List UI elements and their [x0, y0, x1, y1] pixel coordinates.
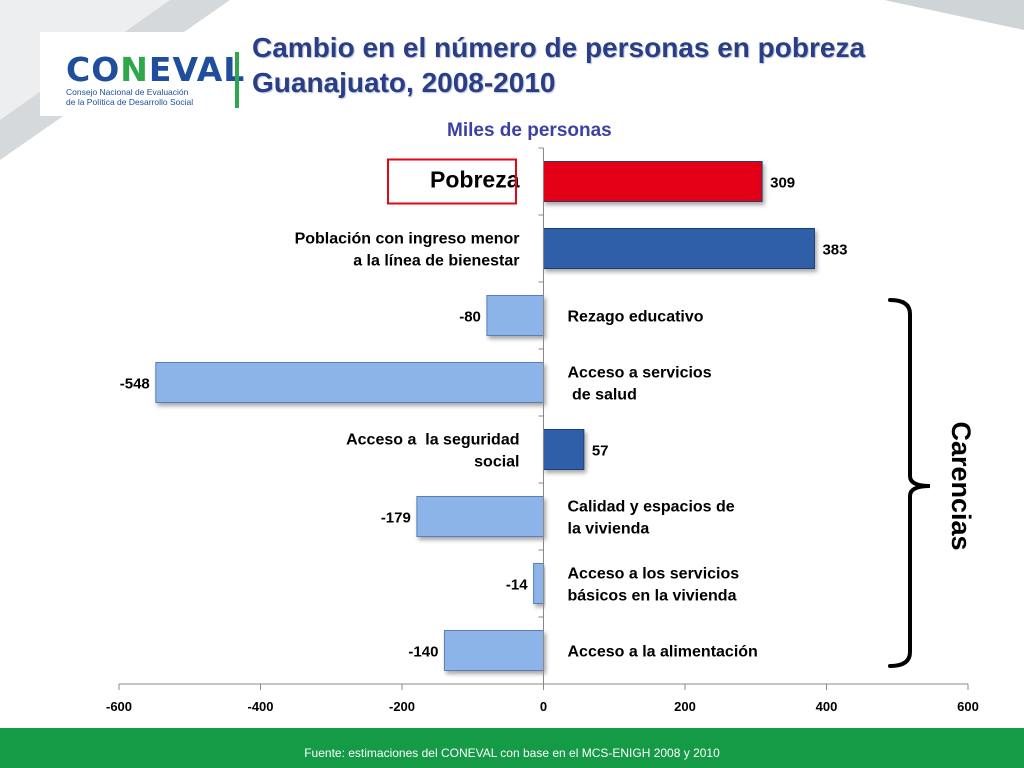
- category-label-6-line-0: Acceso a los servicios: [568, 566, 740, 583]
- logo-subtitle: Consejo Nacional de Evaluación de la Pol…: [66, 87, 236, 107]
- x-tick-label-2: -200: [389, 699, 415, 714]
- corner-decoration-right: [884, 0, 1024, 30]
- logo-wordmark: CONEVAL: [66, 50, 246, 89]
- footer-source: Fuente: estimaciones del CONEVAL con bas…: [304, 746, 720, 760]
- x-tick-label-1: -400: [247, 699, 273, 714]
- category-label-1-line-1: a la línea de bienestar: [353, 253, 519, 270]
- category-label-6-line-1: básicos en la vivienda: [568, 588, 737, 605]
- bar-chart: -600 -400 -200 0 200 400 600 309 Pobreza 383 Pobl…: [106, 147, 979, 714]
- x-tick-label-4: 200: [674, 699, 696, 714]
- category-label-5-line-0: Calidad y espacios de: [568, 499, 735, 516]
- chart-subtitle: Miles de personas: [447, 120, 612, 141]
- bar-5: [416, 496, 545, 537]
- category-label-6: Acceso a los servicios básicos en la vivi…: [568, 566, 740, 605]
- value-label-3: -548: [120, 376, 150, 393]
- value-label-1: 383: [822, 242, 847, 259]
- category-label-0: Pobreza: [430, 167, 520, 193]
- value-label-6: -14: [506, 577, 528, 594]
- value-label-5: -179: [381, 510, 411, 527]
- category-label-2-line-0: Rezago educativo: [568, 309, 704, 326]
- value-label-4: 57: [592, 443, 609, 460]
- carencias-bracket: [888, 298, 931, 668]
- category-label-4: Acceso a la seguridad social: [346, 432, 519, 471]
- category-label-4-line-0: Acceso a la seguridad: [346, 432, 519, 449]
- category-label-5: Calidad y espacios de la vivienda: [568, 499, 735, 538]
- category-label-3: Acceso a servicios de salud: [568, 365, 712, 404]
- slide-title-line-1: Cambio en el número de personas en pobre…: [252, 32, 866, 63]
- x-tick-label-3: 0: [540, 699, 547, 714]
- slide-title-line-2: Guanajuato, 2008-2010: [252, 67, 556, 98]
- x-tick-label-6: 600: [957, 699, 979, 714]
- logo-subtitle-line-2: de la Política de Desarrollo Social: [66, 97, 194, 107]
- value-label-0: 309: [770, 175, 795, 192]
- bar-3: [155, 362, 544, 403]
- value-label-2: -80: [459, 309, 481, 326]
- category-label-3-line-0: Acceso a servicios: [568, 365, 712, 382]
- category-label-3-line-1: de salud: [568, 387, 637, 404]
- pobreza-highlight-box: [387, 158, 517, 205]
- category-label-1: Población con ingreso menor a la línea de…: [295, 231, 520, 270]
- logo-separator: [235, 52, 239, 108]
- footer-bar: Fuente: estimaciones del CONEVAL con bas…: [0, 728, 1024, 768]
- bar-7: [443, 630, 545, 671]
- x-tick-label-0: -600: [106, 699, 132, 714]
- category-label-7: Acceso a la alimentación: [568, 644, 758, 661]
- bar-4: [543, 429, 585, 470]
- category-label-2: Rezago educativo: [568, 309, 704, 326]
- bar-6: [533, 563, 544, 604]
- x-tick-label-5: 400: [816, 699, 838, 714]
- category-label-1-line-0: Población con ingreso menor: [295, 231, 520, 248]
- bar-0: [543, 161, 763, 202]
- logo-subtitle-line-1: Consejo Nacional de Evaluación: [66, 87, 189, 97]
- coneval-logo: CONEVAL Consejo Nacional de Evaluación d…: [40, 32, 244, 116]
- category-label-4-line-1: social: [474, 454, 519, 471]
- carencias-label: Carencias: [946, 421, 976, 550]
- value-label-7: -140: [408, 644, 438, 661]
- bar-1: [543, 228, 815, 269]
- category-label-0-line-0: Pobreza: [430, 167, 520, 193]
- category-label-7-line-0: Acceso a la alimentación: [568, 644, 758, 661]
- slide-title: Cambio en el número de personas en pobre…: [252, 30, 1012, 100]
- bar-2: [486, 295, 544, 336]
- category-label-5-line-1: la vivienda: [568, 521, 650, 538]
